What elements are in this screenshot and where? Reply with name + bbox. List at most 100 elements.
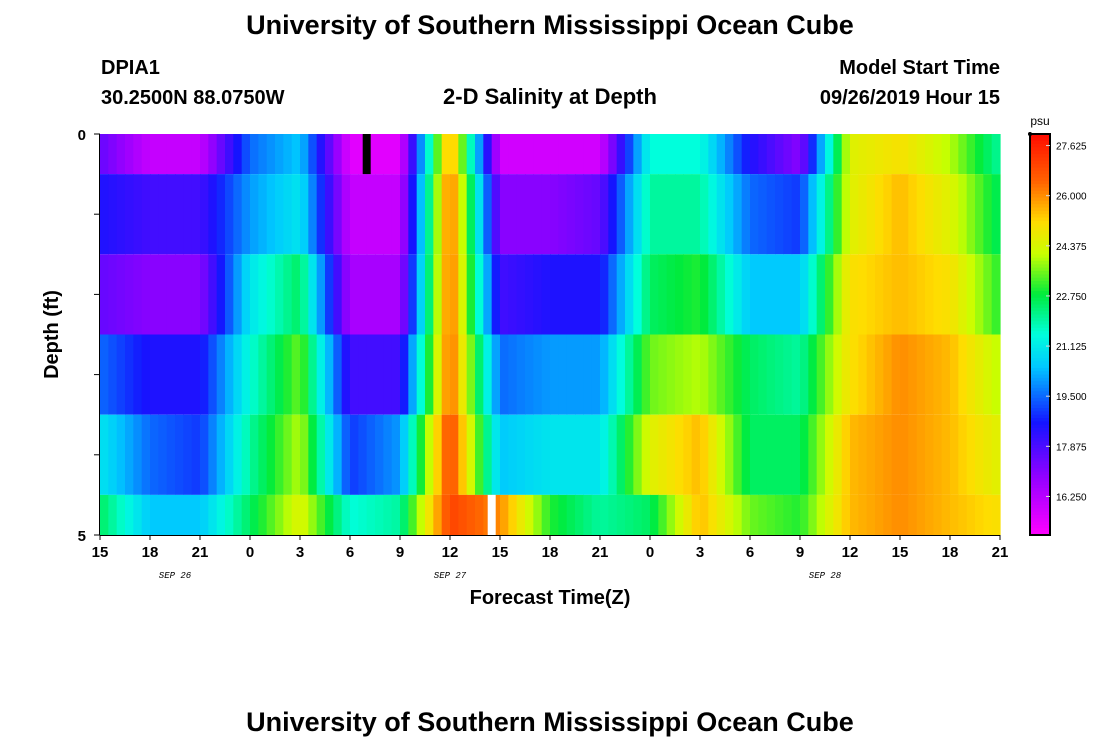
heatmap-cell	[466, 334, 476, 415]
heatmap-cell	[700, 174, 709, 255]
heatmap-cell	[433, 334, 443, 415]
heatmap-cell	[416, 174, 426, 255]
heatmap-cell	[333, 134, 343, 175]
heatmap-cell	[866, 494, 876, 535]
date-label: SEP 27	[434, 571, 467, 581]
colorbar-band	[1030, 521, 1050, 526]
heatmap-cell	[258, 414, 268, 495]
heatmap-cell	[116, 134, 126, 175]
heatmap-cell	[816, 174, 826, 255]
heatmap-cell	[675, 334, 684, 415]
heatmap-cell	[975, 494, 984, 535]
heatmap-cell	[516, 174, 526, 255]
heatmap-cell	[516, 414, 526, 495]
heatmap-cell	[800, 414, 809, 495]
heatmap-cell	[616, 134, 626, 175]
heatmap-cell	[808, 174, 818, 255]
colorbar-dot	[1028, 132, 1032, 136]
heatmap-cell	[858, 414, 868, 495]
colorbar-band	[1030, 180, 1050, 185]
heatmap-cell	[416, 134, 426, 175]
heatmap-cell	[691, 134, 701, 175]
heatmap-cell	[208, 334, 218, 415]
heatmap-cell	[650, 254, 659, 335]
heatmap-cell	[716, 134, 726, 175]
heatmap-cell	[900, 494, 909, 535]
heatmap-cell	[291, 494, 301, 535]
heatmap-cell	[725, 494, 734, 535]
heatmap-cell	[441, 414, 451, 495]
heatmap-cell	[483, 134, 493, 175]
heatmap-cell	[941, 174, 951, 255]
heatmap-cell	[466, 174, 476, 255]
heatmap-cell	[941, 134, 951, 175]
heatmap-cell	[308, 414, 318, 495]
heatmap-cell	[791, 134, 801, 175]
heatmap-cell	[758, 334, 768, 415]
heatmap-cell	[266, 334, 276, 415]
heatmap-cell	[425, 134, 434, 175]
colorbar-band	[1030, 264, 1050, 269]
heatmap-cell	[991, 174, 1001, 255]
heatmap-cell	[816, 134, 826, 175]
heatmap-cell	[391, 134, 401, 175]
heatmap-cell	[125, 414, 134, 495]
heatmap-cell	[925, 494, 934, 535]
colorbar-band	[1030, 240, 1050, 245]
heatmap-cell	[466, 134, 476, 175]
heatmap-cell	[983, 334, 993, 415]
heatmap-cell	[316, 254, 326, 335]
heatmap-cell	[566, 134, 576, 175]
heatmap-cell	[958, 414, 968, 495]
x-tick-label: 21	[992, 544, 1009, 561]
colorbar-band	[1030, 277, 1050, 282]
heatmap-cell	[175, 494, 184, 535]
heatmap-cell	[675, 134, 684, 175]
heatmap-cell	[583, 174, 593, 255]
heatmap-cell	[875, 254, 884, 335]
colorbar-band	[1030, 361, 1050, 366]
page-title-bottom: University of Southern Mississippi Ocean…	[246, 707, 854, 737]
colorbar-band	[1030, 421, 1050, 426]
heatmap-cell	[666, 494, 676, 535]
heatmap-cell	[166, 174, 176, 255]
colorbar-band	[1030, 484, 1050, 489]
heatmap-cell	[525, 174, 534, 255]
colorbar-tick-label: 16.250	[1056, 492, 1087, 503]
colorbar-band	[1030, 347, 1050, 352]
heatmap-cell	[925, 254, 934, 335]
heatmap-cell	[675, 414, 684, 495]
heatmap-cell	[166, 134, 176, 175]
heatmap-cell	[891, 334, 901, 415]
colorbar-tick-label: 24.375	[1056, 242, 1087, 253]
heatmap-cell	[208, 494, 218, 535]
heatmap-cell	[950, 174, 959, 255]
heatmap-cell	[133, 174, 143, 255]
heatmap-cell	[591, 334, 601, 415]
colorbar-band	[1030, 478, 1050, 483]
heatmap-cell	[750, 494, 759, 535]
heatmap-cell	[266, 134, 276, 175]
colorbar-band	[1030, 144, 1050, 148]
heatmap-cell	[966, 134, 976, 175]
x-tick-label: 21	[592, 544, 609, 561]
heatmap-cell	[775, 134, 784, 175]
heatmap-cell	[225, 414, 234, 495]
heatmap-cell	[750, 334, 759, 415]
heatmap-cell	[600, 334, 609, 415]
heatmap-cell	[566, 254, 576, 335]
heatmap-cell	[958, 494, 968, 535]
heatmap-cell	[683, 414, 693, 495]
x-tick-label: 9	[396, 544, 404, 561]
heatmap-cell	[283, 494, 293, 535]
heatmap-cell	[391, 414, 401, 495]
heatmap-cell	[700, 494, 709, 535]
heatmap-cell	[283, 134, 293, 175]
heatmap-cell	[766, 134, 776, 175]
heatmap-cell	[941, 414, 951, 495]
heatmap-cell	[908, 334, 918, 415]
colorbar-tick-label: 17.875	[1056, 442, 1087, 453]
heatmap-cell	[200, 134, 209, 175]
colorbar-band	[1030, 411, 1050, 416]
heatmap-cell	[466, 494, 476, 535]
